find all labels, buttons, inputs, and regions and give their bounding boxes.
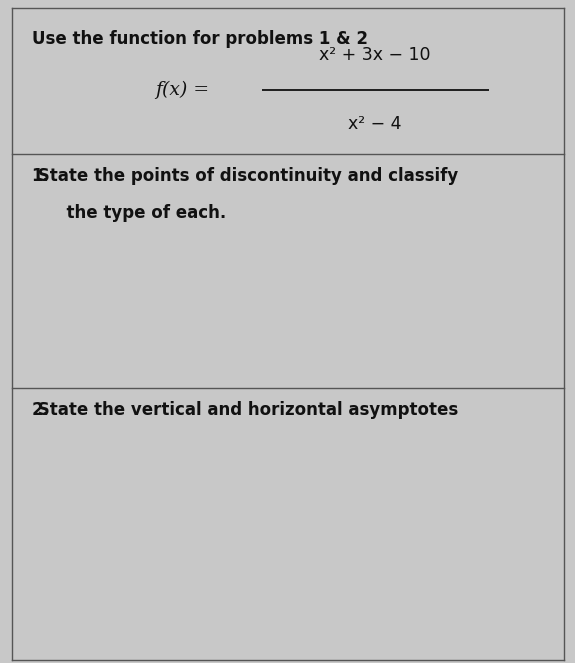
- Text: 1.: 1.: [32, 167, 49, 185]
- Text: 2.: 2.: [32, 401, 49, 419]
- Text: f(x) =: f(x) =: [155, 80, 209, 99]
- Text: the type of each.: the type of each.: [32, 204, 226, 221]
- Text: State the vertical and horizontal asymptotes: State the vertical and horizontal asympt…: [32, 401, 458, 419]
- Text: Use the function for problems 1 & 2: Use the function for problems 1 & 2: [32, 30, 367, 48]
- Text: State the points of discontinuity and classify: State the points of discontinuity and cl…: [32, 167, 458, 185]
- Text: x² − 4: x² − 4: [348, 115, 402, 133]
- Text: x² + 3x − 10: x² + 3x − 10: [320, 46, 431, 64]
